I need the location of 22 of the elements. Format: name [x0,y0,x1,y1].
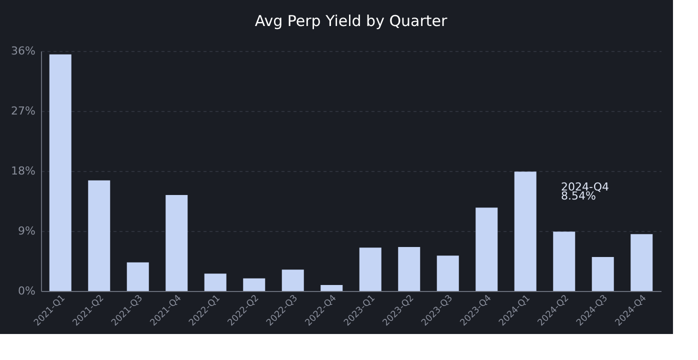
y-tick-label: 9% [18,224,36,238]
bar [476,208,498,291]
bar [553,232,576,291]
bar [436,256,459,291]
bar [243,278,266,291]
bar [359,248,382,291]
chart-title: Avg Perp Yield by Quarter [254,12,448,30]
bar [282,270,304,291]
bar [630,234,653,291]
bar [398,247,420,291]
y-tick-label: 18% [11,164,36,178]
bar [320,285,343,291]
y-tick-label: 27% [11,104,36,118]
bar [126,262,149,291]
bar [514,172,536,291]
y-tick-label: 0% [18,284,36,298]
bar [88,180,110,291]
bar [592,257,614,291]
y-tick-label: 36% [11,44,36,58]
bar [204,274,226,291]
bar [166,195,188,291]
bar [49,54,72,291]
